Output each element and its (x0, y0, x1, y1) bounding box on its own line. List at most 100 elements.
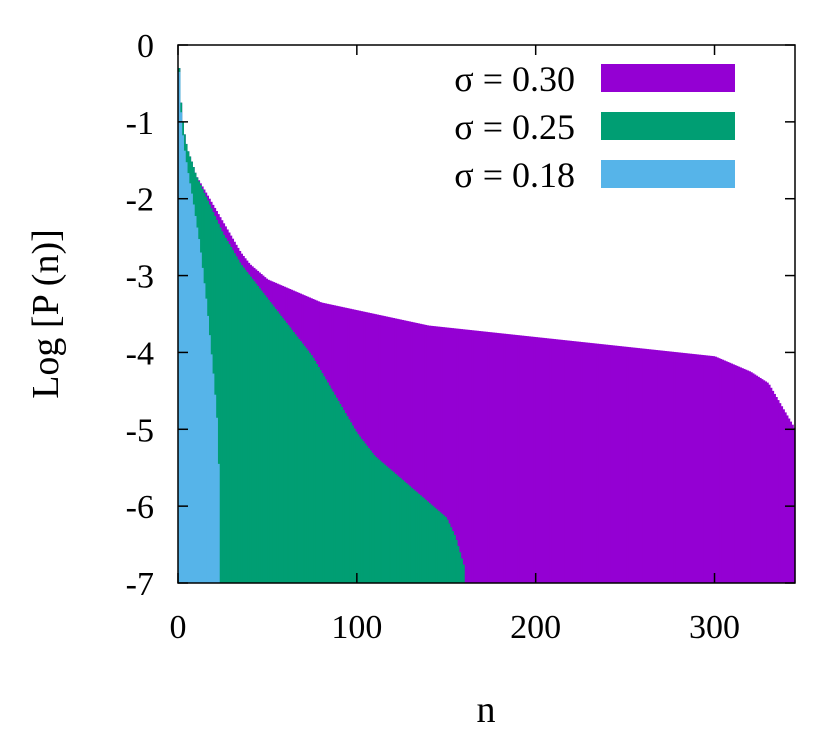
bar (539, 337, 542, 583)
bar (403, 320, 406, 583)
bar (253, 281, 256, 583)
bar (367, 448, 370, 583)
bar (705, 355, 708, 583)
bar (448, 327, 451, 583)
bar (371, 452, 374, 583)
bar (462, 329, 465, 583)
bar (338, 403, 342, 583)
bar (703, 355, 707, 583)
bar (340, 407, 344, 583)
bar (188, 183, 192, 583)
bar (446, 519, 449, 583)
bar (456, 328, 460, 583)
bar (507, 334, 510, 583)
bar (725, 361, 728, 583)
bar (473, 330, 476, 583)
bar (766, 382, 769, 583)
bar (573, 341, 576, 583)
bar (634, 347, 637, 583)
bar (342, 410, 345, 583)
bar (423, 498, 426, 583)
bar (380, 315, 383, 583)
bar (431, 326, 435, 583)
bar (524, 336, 528, 583)
bar (753, 374, 757, 583)
bar (769, 387, 773, 583)
bar (456, 546, 460, 583)
bar (383, 464, 387, 583)
bar (575, 341, 578, 583)
bar (363, 443, 367, 583)
bar (458, 552, 462, 583)
bar (186, 173, 190, 583)
bar (428, 325, 431, 583)
bar (235, 256, 238, 583)
bar (444, 516, 447, 583)
bar (498, 333, 501, 583)
bar (761, 379, 764, 583)
bar (460, 558, 463, 583)
bar (499, 333, 503, 583)
bar (505, 333, 508, 583)
bar (651, 349, 655, 583)
bar (424, 324, 428, 583)
bar (598, 343, 601, 583)
bar (304, 348, 308, 583)
bar (444, 327, 447, 583)
bar (664, 350, 667, 583)
bar (315, 363, 319, 583)
bar (321, 373, 324, 583)
bar (625, 346, 628, 583)
bar (319, 370, 322, 583)
bar (682, 352, 685, 583)
bar (476, 330, 480, 583)
bar (312, 357, 315, 583)
bar (313, 360, 317, 583)
bar (542, 337, 546, 583)
bar (310, 355, 313, 583)
bar (773, 393, 776, 583)
bar (394, 473, 397, 583)
bar (693, 354, 696, 583)
bar (657, 350, 660, 583)
bar (639, 348, 642, 583)
bar (617, 345, 621, 583)
bar (730, 363, 734, 583)
bar (621, 346, 624, 583)
bar (415, 323, 419, 583)
bar (687, 353, 691, 583)
bar (396, 475, 399, 583)
bar (381, 315, 385, 583)
bar (474, 330, 478, 583)
bar (449, 327, 453, 583)
legend: σ = 0.30 σ = 0.25 σ = 0.18 (454, 59, 735, 195)
bar (201, 267, 204, 583)
bar (721, 359, 725, 583)
x-tick-label: 100 (331, 609, 382, 646)
bar (260, 290, 263, 583)
x-tick-label: 0 (170, 609, 187, 646)
bar (251, 279, 254, 583)
bar (641, 348, 644, 583)
bar (274, 309, 277, 583)
bar (281, 318, 285, 583)
bar (465, 329, 469, 583)
bar (414, 490, 417, 583)
bar (390, 317, 394, 583)
bar (346, 416, 349, 583)
bar (322, 376, 326, 583)
bar (778, 403, 782, 583)
bar (471, 330, 474, 583)
bar (419, 495, 422, 583)
bar (199, 252, 202, 583)
bar (750, 372, 753, 583)
bar (594, 343, 598, 583)
plot-frame (177, 44, 796, 584)
legend-label: σ = 0.25 (454, 107, 575, 147)
bar (533, 336, 537, 583)
bar (349, 422, 353, 583)
bar (702, 355, 705, 583)
bar (417, 493, 421, 583)
bar (330, 388, 333, 583)
bar (619, 346, 623, 583)
